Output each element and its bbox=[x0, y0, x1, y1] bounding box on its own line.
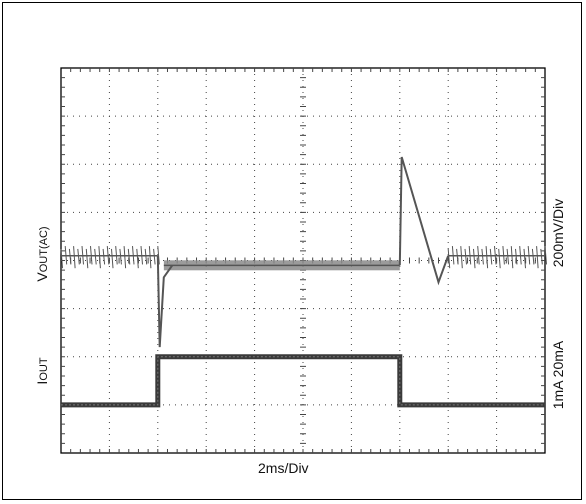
vout-label: VOUT(AC) bbox=[34, 209, 52, 299]
vout-overshoot bbox=[398, 156, 450, 286]
x-axis-label: 2ms/Div bbox=[258, 460, 309, 476]
iout-trace-texture bbox=[61, 356, 545, 406]
vout-ripple bbox=[447, 246, 547, 269]
vout-scale-label: 200mV/Div bbox=[550, 198, 566, 268]
vout-undershoot bbox=[156, 255, 174, 348]
iout-scale-label: 1mA 20mA bbox=[550, 340, 566, 410]
iout-label-sub: OUT bbox=[38, 357, 50, 381]
iout-label-main: I bbox=[34, 380, 50, 385]
vout-label-main: V bbox=[34, 272, 50, 282]
figure-frame bbox=[2, 2, 582, 500]
iout-label: IOUT bbox=[34, 346, 52, 396]
vout-label-sub: OUT(AC) bbox=[38, 226, 50, 273]
vout-ripple bbox=[60, 246, 160, 269]
traces bbox=[60, 156, 547, 408]
